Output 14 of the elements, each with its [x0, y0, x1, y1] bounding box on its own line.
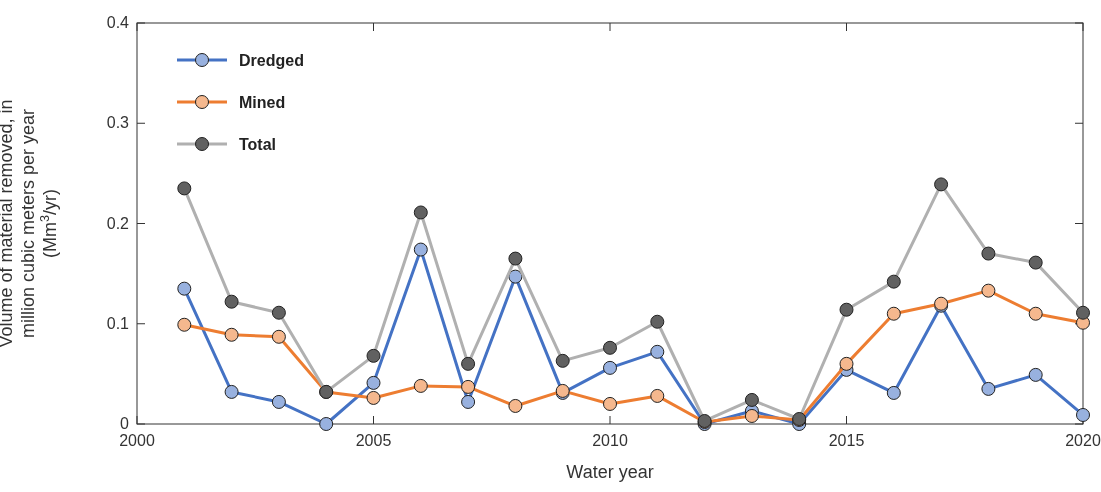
y-tick-label: 0.3 [106, 114, 130, 132]
x-tick-label: 2005 [355, 432, 392, 449]
legend-label: Dredged [239, 52, 304, 69]
x-axis-title: Water year [566, 462, 654, 482]
y-tick-label: 0.1 [106, 314, 130, 332]
legend-label: Total [239, 136, 277, 153]
y-tick-label: 0.4 [106, 14, 130, 31]
legend-label: Mined [239, 94, 286, 111]
x-tick-label: 2020 [1065, 432, 1101, 449]
y-tick-label: 0.2 [106, 214, 130, 232]
y-tick-label: 0 [120, 415, 130, 432]
x-tick-label: 2015 [828, 432, 865, 449]
x-tick-label: 2000 [119, 432, 155, 449]
x-tick-label: 2010 [592, 432, 628, 449]
